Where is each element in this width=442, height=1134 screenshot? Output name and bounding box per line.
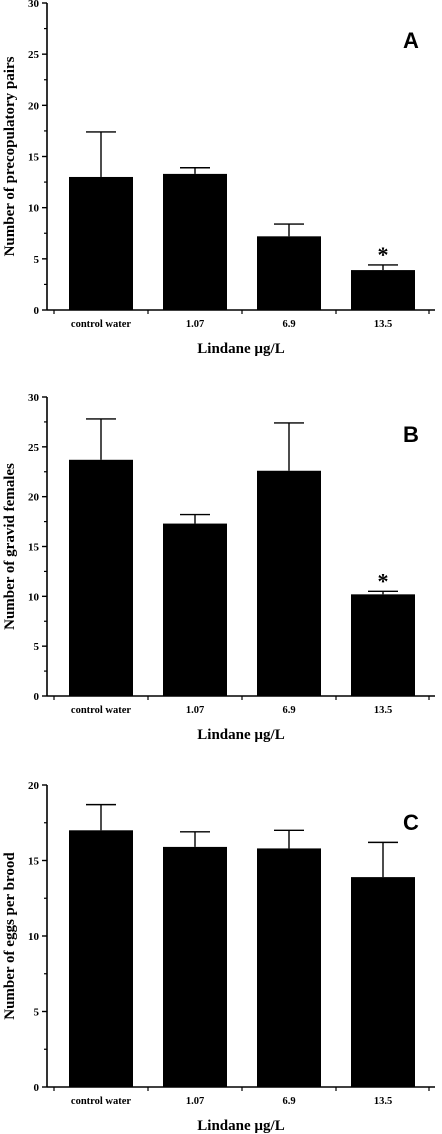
- y-tick-label: 15: [28, 856, 40, 868]
- x-category-label: 1.07: [186, 1096, 204, 1107]
- y-tick-label: 15: [28, 542, 40, 554]
- bar: [351, 270, 415, 310]
- y-tick-label: 15: [28, 152, 40, 164]
- chart-panel-a: 0 5 10 15 20 25 30 control water 1.07 6.9 13.5 * A Li…: [2, 0, 435, 357]
- y-tick-label: 25: [28, 442, 40, 454]
- chart-panel-b: 0 5 10 15 20 25 30 control water 1.07 6.9 13.5 * B Li…: [2, 392, 435, 743]
- y-tick-label: 25: [28, 49, 40, 61]
- x-category-label: control water: [71, 1096, 131, 1107]
- y-tick-label: 5: [34, 1007, 40, 1019]
- bar: [69, 830, 133, 1087]
- bar: [69, 176, 133, 310]
- bar: [163, 846, 227, 1087]
- y-tick-label: 20: [28, 100, 40, 112]
- panel-label: C: [403, 810, 419, 835]
- x-category-label: 6.9: [282, 319, 295, 330]
- y-tick-label: 30: [28, 0, 40, 10]
- x-category-label: 6.9: [282, 705, 295, 716]
- x-axis-title: Lindane µg/L: [197, 727, 284, 743]
- y-axis-title: Number of eggs per brood: [2, 852, 18, 1020]
- bar: [351, 877, 415, 1087]
- y-tick-label: 0: [34, 1082, 40, 1094]
- y-tick-label: 20: [28, 492, 40, 504]
- panel-label: A: [403, 28, 419, 53]
- x-category-label: 6.9: [282, 1096, 295, 1107]
- y-tick-label: 5: [34, 254, 40, 266]
- chart-panel-c: 0 5 10 15 20 control water 1.07 6.9 13.5 C Lindane…: [2, 780, 435, 1134]
- bar: [257, 236, 321, 310]
- x-category-label: 13.5: [374, 319, 392, 330]
- y-axis-title: Number of precopulatory pairs: [2, 56, 18, 256]
- x-category-label: control water: [71, 319, 131, 330]
- y-axis-title: Number of gravid females: [2, 463, 18, 630]
- x-category-label: 1.07: [186, 319, 204, 330]
- bar: [163, 523, 227, 696]
- x-category-label: 13.5: [374, 705, 392, 716]
- x-category-label: control water: [71, 705, 131, 716]
- bar: [351, 594, 415, 696]
- x-category-label: 13.5: [374, 1096, 392, 1107]
- bar: [257, 848, 321, 1087]
- bar: [69, 459, 133, 696]
- panel-label: B: [403, 422, 419, 447]
- y-tick-label: 10: [28, 203, 40, 215]
- y-tick-label: 0: [34, 691, 40, 703]
- y-tick-label: 20: [28, 780, 40, 792]
- y-tick-label: 5: [34, 641, 40, 653]
- bar: [257, 470, 321, 696]
- significance-marker: *: [378, 568, 389, 593]
- x-axis-title: Lindane µg/L: [197, 341, 284, 357]
- y-tick-label: 30: [28, 392, 40, 404]
- bar: [163, 173, 227, 310]
- x-category-label: 1.07: [186, 705, 204, 716]
- y-tick-label: 10: [28, 931, 40, 943]
- y-tick-label: 0: [34, 305, 40, 317]
- x-axis-title: Lindane µg/L: [197, 1118, 284, 1134]
- significance-marker: *: [378, 242, 389, 267]
- y-tick-label: 10: [28, 591, 40, 603]
